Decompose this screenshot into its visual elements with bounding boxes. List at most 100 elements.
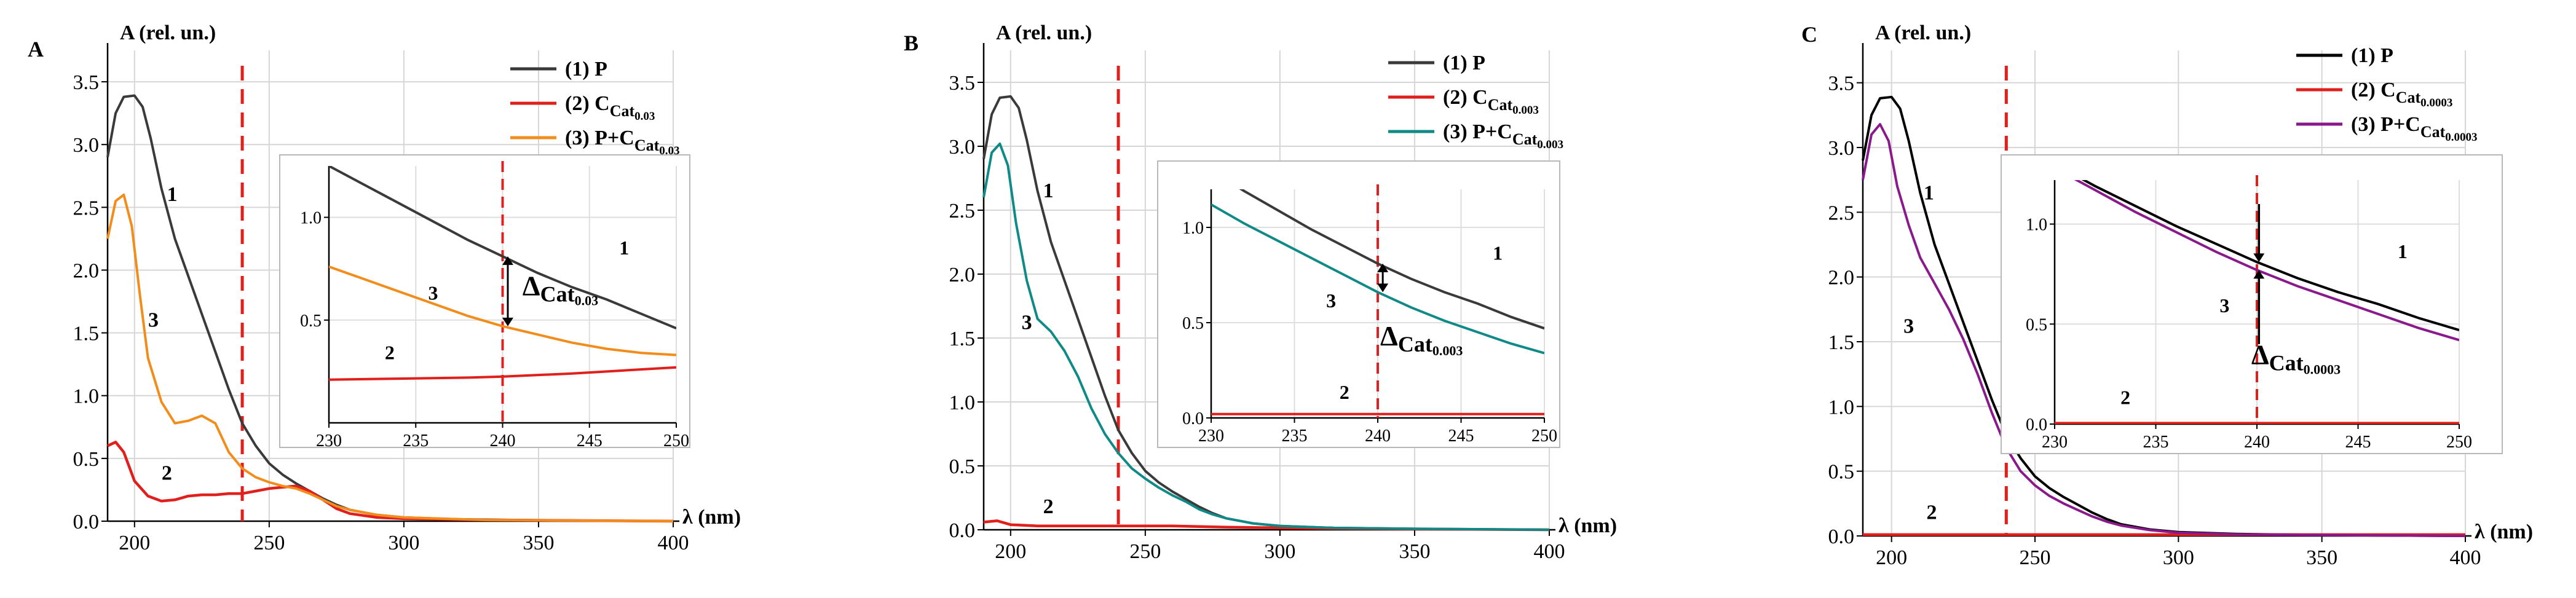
x-tick-label-250: 250 [253,532,285,554]
delta-arrowhead-top [502,256,513,266]
inset-x-tick-label-250: 250 [2446,433,2472,452]
inset: 230 235 240 245 250 0.0 0.5 1.0 1 3 2 ΔCat0.003 [1157,160,1560,448]
series-2-line [107,441,674,523]
inset-y-tick-label-0.0: 0.0 [1182,409,1204,428]
inset-x-tick-label-245: 245 [577,431,603,450]
y-tick-label-1.5: 1.5 [949,328,976,350]
inset-x-tick-label-245: 245 [2345,433,2371,452]
inset-series-2-line [1211,203,1544,355]
y-axis-title: A (rel. un.) [996,22,1092,44]
y-tick-label-3.0: 3.0 [1828,137,1855,160]
y-tick-label-1.5: 1.5 [73,323,100,345]
inset-curve-label-2: 2 [1340,381,1349,403]
inset: 230 235 240 245 250 0.0 0.5 1.0 1 3 2 ΔCat0.0003 [2001,154,2503,454]
inset-x-tick-label-235: 235 [1282,427,1308,446]
panel-c: 200 250 300 350 400 0.0 0.5 1.0 1.5 2.0 2.5 3.0 3.5 A… [1801,22,2533,569]
inset-x-tick-label-230: 230 [1198,427,1224,446]
inset-y-tick-label-1.0: 1.0 [1182,219,1204,238]
y-tick-label-2.0: 2.0 [949,264,976,286]
inset-x-tick-label-250: 250 [1531,427,1557,446]
legend-entry-3: (3) P+CCat0.003 [1443,120,1563,151]
legend-entry-3: (3) P+CCat0.0003 [2351,113,2478,144]
inset-frame [1157,160,1560,448]
inset-curve-label-1: 1 [1493,242,1503,264]
y-tick-label-3.5: 3.5 [73,71,100,94]
y-tick-label-2.0: 2.0 [1828,267,1855,289]
curve-label-2: 2 [1927,502,1937,524]
inset-y-tick-label-0.0: 0.0 [2026,415,2047,435]
legend-entry-1: (1) P [2351,44,2393,67]
x-tick-label-300: 300 [1264,540,1295,563]
legend-entry-3: (3) P+CCat0.03 [565,127,680,157]
delta-arrowhead-bottom [502,317,513,326]
inset-series-1-line [1239,189,1544,330]
y-tick-label-2.0: 2.0 [73,259,100,282]
inset-x-tick-label-250: 250 [663,431,689,450]
y-tick-label-1.0: 1.0 [1828,396,1855,419]
x-tick-label-200: 200 [1876,546,1907,569]
x-tick-label-400: 400 [2450,546,2481,569]
panel-b: 200 250 300 350 400 0.0 0.5 1.0 1.5 2.0 2.5 3.0 3.5 A… [904,22,1617,563]
inset-frame [2001,154,2503,454]
inset-curve-label-1: 1 [619,237,629,259]
inset-series-2-line [2074,180,2459,342]
y-tick-label-2.5: 2.5 [949,200,976,222]
inset-x-tick-label-235: 235 [403,431,429,450]
legend-entry-2: (2) CCat0.003 [1443,86,1539,117]
inset-series-1-line [329,166,676,330]
curve-label-2: 2 [162,462,172,485]
inset-curve-label-1: 1 [2398,240,2408,262]
curve-label-1: 1 [167,183,178,206]
x-tick-label-250: 250 [1129,540,1161,563]
x-tick-label-200: 200 [995,540,1026,563]
x-tick-label-350: 350 [1399,540,1430,563]
inset-curve-label-3: 3 [429,281,438,304]
inset-y-tick-label-1.0: 1.0 [300,209,322,228]
inset-y-tick-label-0.5: 0.5 [300,312,322,331]
delta-arrowhead-down [2253,253,2265,262]
x-tick-label-200: 200 [119,532,150,554]
y-tick-label-2.5: 2.5 [1828,202,1855,224]
series-3-line [982,142,1550,531]
inset-series-2-line [329,266,676,356]
panel-letter: C [1801,22,1817,47]
legend-entry-2: (2) CCat0.0003 [2351,79,2452,109]
x-tick-label-350: 350 [2306,546,2337,569]
inset-curve-label-2: 2 [385,341,395,363]
y-tick-label-0.5: 0.5 [949,455,976,478]
inset-curve-label-2: 2 [2120,386,2130,408]
inset-x-tick-label-230: 230 [2042,433,2068,452]
y-tick-label-0.0: 0.0 [1828,525,1855,548]
x-tick-label-400: 400 [1534,540,1565,563]
legend-entry-1: (1) P [1443,52,1485,74]
inset-y-tick-label-0.5: 0.5 [1182,314,1204,333]
curve-label-1: 1 [1924,181,1934,204]
series-2-line [983,519,1550,532]
delta-label: ΔCat0.003 [1380,320,1463,358]
inset-frame [279,154,690,448]
y-tick-label-3.0: 3.0 [949,136,976,159]
panel-letter: A [28,37,44,61]
y-tick-label-1.5: 1.5 [1828,331,1855,354]
delta-arrowhead-up [2253,270,2265,279]
inset-curve-label-3: 3 [1326,289,1336,312]
inset-y-tick-label-0.5: 0.5 [2026,315,2047,334]
x-tick-label-400: 400 [658,532,689,554]
curve-label-1: 1 [1043,179,1054,202]
y-tick-label-0.5: 0.5 [1828,461,1855,484]
series-3-line [1862,123,2466,537]
curve-label-3: 3 [148,309,159,331]
x-tick-label-250: 250 [2020,546,2051,569]
y-tick-label-2.5: 2.5 [73,197,100,219]
legend-entry-1: (1) P [565,58,607,81]
panel-letter: B [904,31,919,55]
curve-label-3: 3 [1022,311,1032,334]
y-tick-label-3.5: 3.5 [949,72,976,95]
x-axis-title: λ (nm) [682,506,741,529]
delta-arrowhead-bottom [1377,283,1389,293]
series-3-line [106,193,674,522]
delta-label: ΔCat0.0003 [2251,339,2341,377]
inset-y-tick-label-1.0: 1.0 [2026,216,2047,235]
